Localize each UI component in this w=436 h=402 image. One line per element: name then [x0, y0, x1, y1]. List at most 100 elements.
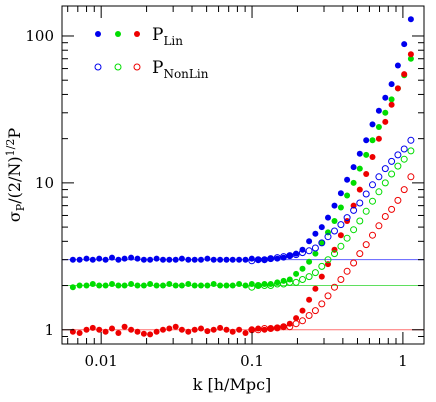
point-blue-open: [331, 227, 338, 235]
point-red-filled: [236, 326, 243, 333]
point-red-filled: [407, 51, 414, 58]
point-green-filled: [76, 282, 83, 289]
x-tick-label: 0.1: [240, 352, 264, 370]
point-red-filled: [191, 326, 198, 333]
point-blue-filled: [96, 255, 103, 262]
x-tick-label: 1: [398, 352, 408, 370]
legend-marker-green-filled: [115, 31, 121, 37]
point-red-open: [381, 213, 389, 220]
point-red-open: [394, 196, 402, 204]
point-blue-filled: [267, 255, 274, 262]
point-red-filled: [166, 325, 173, 332]
point-green-filled: [242, 282, 249, 289]
point-blue-filled: [331, 202, 338, 209]
point-red-filled: [299, 307, 306, 314]
point-green-filled: [115, 282, 122, 289]
point-red-filled: [128, 326, 135, 333]
point-blue-filled: [344, 176, 351, 183]
point-green-open: [280, 280, 288, 288]
point-blue-open: [299, 249, 306, 257]
legend-marker-green-open: [114, 63, 122, 71]
point-red-filled: [401, 71, 408, 78]
legend-marker-red-filled: [134, 31, 140, 37]
point-green-filled: [198, 282, 204, 289]
point-blue-filled: [306, 238, 313, 245]
point-red-filled: [375, 135, 382, 142]
point-red-open: [311, 307, 319, 315]
point-red-filled: [293, 315, 300, 322]
point-green-open: [299, 276, 306, 283]
series-blue-filled: [69, 16, 414, 263]
point-blue-filled: [242, 256, 249, 263]
point-blue-filled: [236, 256, 243, 263]
point-blue-filled: [160, 256, 166, 263]
point-green-filled: [83, 282, 90, 289]
point-green-open: [369, 197, 376, 205]
point-red-filled: [318, 273, 325, 280]
series-red-filled: [69, 51, 414, 338]
point-blue-filled: [198, 256, 204, 263]
point-blue-open: [267, 255, 275, 263]
point-blue-open: [311, 244, 319, 252]
y-axis-label: σP/(2/N)1/2P: [4, 128, 27, 222]
point-red-filled: [223, 326, 230, 333]
point-blue-filled: [134, 255, 141, 262]
point-green-filled: [407, 55, 414, 62]
point-red-open: [356, 250, 364, 258]
point-blue-filled: [318, 224, 325, 231]
point-blue-open: [407, 136, 415, 144]
point-blue-open: [292, 251, 300, 259]
point-green-open: [388, 170, 396, 178]
point-green-open: [343, 234, 351, 242]
point-blue-filled: [255, 256, 262, 263]
point-red-filled: [274, 324, 281, 331]
legend-marker-blue-filled: [95, 31, 101, 37]
point-green-filled: [147, 281, 154, 287]
point-red-filled: [96, 326, 103, 333]
point-green-filled: [255, 282, 262, 289]
point-blue-filled: [178, 255, 185, 262]
point-red-open: [337, 276, 345, 283]
point-red-open: [286, 323, 294, 331]
point-red-filled: [356, 186, 363, 193]
point-green-filled: [331, 218, 338, 224]
point-green-filled: [166, 281, 173, 287]
point-blue-filled: [394, 62, 401, 69]
point-red-filled: [248, 326, 255, 333]
point-red-filled: [115, 330, 122, 336]
point-green-filled: [337, 204, 344, 211]
point-red-filled: [337, 232, 344, 239]
point-blue-open: [388, 157, 396, 165]
y-tick-label: 1: [44, 321, 54, 339]
point-green-filled: [382, 109, 389, 116]
point-blue-filled: [128, 254, 135, 261]
series-green-open: [248, 147, 415, 291]
legend-entry-lin: PLin: [95, 25, 183, 48]
point-red-filled: [109, 325, 115, 332]
point-blue-open: [343, 214, 351, 222]
point-blue-filled: [172, 256, 179, 263]
legend: PLin PNonLin: [94, 25, 209, 81]
point-red-open: [292, 320, 300, 328]
point-blue-filled: [356, 150, 363, 157]
point-red-open: [407, 173, 415, 181]
point-blue-filled: [69, 256, 76, 263]
point-blue-filled: [388, 81, 395, 88]
point-blue-open: [356, 199, 364, 207]
point-blue-filled: [337, 190, 344, 197]
point-red-filled: [394, 85, 401, 92]
point-green-filled: [96, 282, 103, 289]
point-blue-filled: [375, 107, 382, 114]
point-red-filled: [140, 330, 147, 337]
point-red-filled: [76, 330, 83, 336]
point-red-open: [350, 259, 358, 267]
series-blue-open: [248, 136, 415, 265]
point-green-filled: [191, 282, 198, 289]
point-red-filled: [369, 154, 376, 160]
point-green-filled: [344, 192, 351, 199]
point-blue-filled: [185, 256, 192, 263]
point-red-filled: [306, 296, 313, 303]
point-green-open: [292, 278, 300, 286]
point-red-open: [318, 300, 326, 308]
point-blue-open: [381, 165, 389, 173]
